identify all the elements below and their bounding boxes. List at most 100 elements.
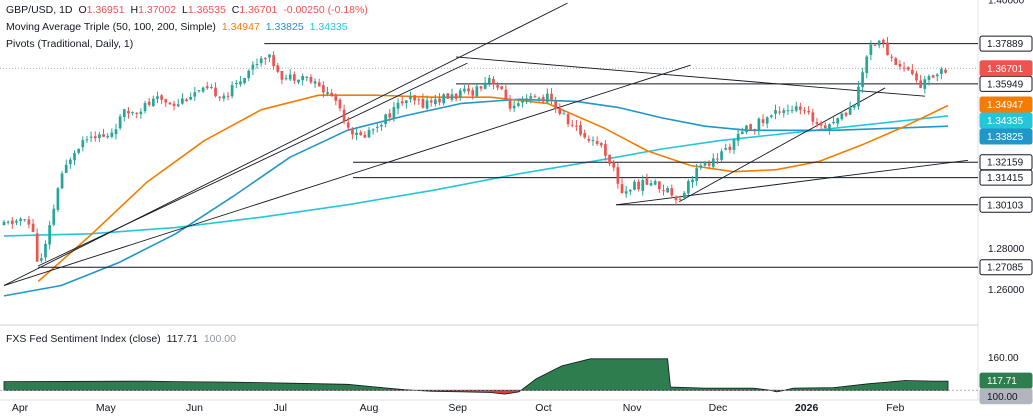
ma-badge-ma200: 1.34335 <box>979 112 1033 129</box>
candle-body <box>848 107 852 115</box>
candle-body <box>682 192 686 198</box>
candle-body <box>861 72 864 88</box>
candle-body <box>305 76 309 78</box>
candle-body <box>749 124 752 130</box>
candle-body <box>6 221 10 223</box>
candle-body <box>757 118 761 130</box>
candle-body <box>81 140 85 148</box>
candle-body <box>911 69 914 74</box>
candle-body <box>106 136 110 138</box>
candle-body <box>716 158 719 160</box>
low-value: 1.36535 <box>187 4 226 16</box>
candle-body <box>554 101 558 109</box>
candle-body <box>359 132 363 136</box>
ma-badge-ma100-text: 1.33825 <box>987 132 1024 143</box>
candle-body <box>288 74 292 80</box>
pivots-legend[interactable]: Pivots (Traditional, Daily, 1) <box>6 38 136 50</box>
candle-body <box>566 114 570 125</box>
candle-body <box>790 110 794 112</box>
candle-body <box>944 69 947 73</box>
pivot-badge-3-bg <box>979 169 1033 186</box>
candle-body <box>670 188 674 196</box>
time-label-2026: 2026 <box>795 402 819 414</box>
candle-body <box>583 133 587 138</box>
candle-body <box>2 221 6 226</box>
high-value: 1.37002 <box>138 4 177 16</box>
candle-body <box>541 96 545 102</box>
price-axis[interactable]: 1.40000 1.28000 1.26000 1.37889 1.35949 1.321… <box>979 0 1033 405</box>
pivot-badge-5-text: 1.27085 <box>987 263 1024 274</box>
time-label-may: May <box>96 402 117 414</box>
indicator-legend[interactable]: FXS Fed Sentiment Index (close) 117.71 1… <box>6 333 239 345</box>
symbol-label: GBP/USD, 1D <box>6 4 73 16</box>
candle-body <box>234 82 238 85</box>
candle-body <box>122 109 126 118</box>
pivot-badge-1-text: 1.35949 <box>987 79 1024 90</box>
candle-body <box>425 100 429 109</box>
candle-body <box>118 116 122 129</box>
candle-body <box>931 75 935 78</box>
candle-body <box>720 151 723 160</box>
candle-body <box>276 65 280 72</box>
candle-body <box>546 93 549 103</box>
pivot-badge-5-bg <box>979 259 1033 276</box>
candle-body <box>31 223 35 232</box>
ma200-value: 1.34335 <box>309 21 348 33</box>
candle-body <box>674 197 678 201</box>
trendline-4 <box>678 87 886 203</box>
candle-body <box>906 67 910 70</box>
candle-body <box>280 70 284 80</box>
indicator-tick: 160.00 <box>988 353 1019 364</box>
candle-body <box>840 113 844 120</box>
candle-body <box>27 219 31 225</box>
candle-body <box>429 100 433 103</box>
candle-body <box>19 218 22 222</box>
pivot-badge-2-text: 1.32159 <box>987 158 1024 169</box>
candle-body <box>135 112 139 114</box>
indicator-value: 117.71 <box>166 333 198 345</box>
candle-body <box>558 108 562 114</box>
candle-body <box>272 55 275 67</box>
candle-body <box>935 74 939 77</box>
candle-body <box>438 98 441 103</box>
candle-body <box>380 125 383 127</box>
candle-body <box>338 99 342 109</box>
change-value: -0.00250 (-0.18%) <box>283 4 368 16</box>
pivot-badge-4-bg <box>979 196 1033 213</box>
candle-body <box>450 94 454 100</box>
candle-body <box>64 164 68 173</box>
pivot-badge-0: 1.37889 <box>979 35 1033 52</box>
candle-body <box>504 89 508 99</box>
time-label-jul: Jul <box>274 402 287 414</box>
time-axis[interactable]: Apr May Jun Jul Aug Sep Oct Nov Dec 2026 Feb <box>12 402 905 414</box>
candle-body <box>367 129 371 138</box>
price-tick-1: 1.28000 <box>988 244 1025 255</box>
candle-body <box>728 146 732 150</box>
candle-body <box>869 44 873 55</box>
close-label: C <box>231 4 240 16</box>
candle-body <box>550 93 553 101</box>
candle-body <box>73 153 76 161</box>
candle-body <box>707 163 711 166</box>
candle-body <box>915 73 918 81</box>
candle-body <box>658 181 661 190</box>
symbol-legend[interactable]: GBP/USD, 1D O1.36951 H1.37002 L1.36535 C… <box>6 4 371 16</box>
candle-body <box>454 93 458 99</box>
candle-body <box>662 190 665 192</box>
ma-badge-ma100: 1.33825 <box>979 128 1033 145</box>
pivots-label: Pivots (Traditional, Daily, 1) <box>6 38 134 50</box>
ma-legend[interactable]: Moving Average Triple (50, 100, 200, Sim… <box>6 21 351 33</box>
candle-body <box>201 87 205 92</box>
candle-body <box>301 75 304 81</box>
candle-body <box>815 122 819 124</box>
ma-badge-ma50: 1.34947 <box>979 96 1033 113</box>
candle-body <box>160 95 163 100</box>
candle-body <box>819 122 823 126</box>
candle-body <box>176 104 180 107</box>
candle-body <box>463 88 466 92</box>
candle-body <box>330 92 334 97</box>
candle-body <box>492 78 495 85</box>
candle-body <box>313 81 317 84</box>
candle-body <box>604 144 607 156</box>
